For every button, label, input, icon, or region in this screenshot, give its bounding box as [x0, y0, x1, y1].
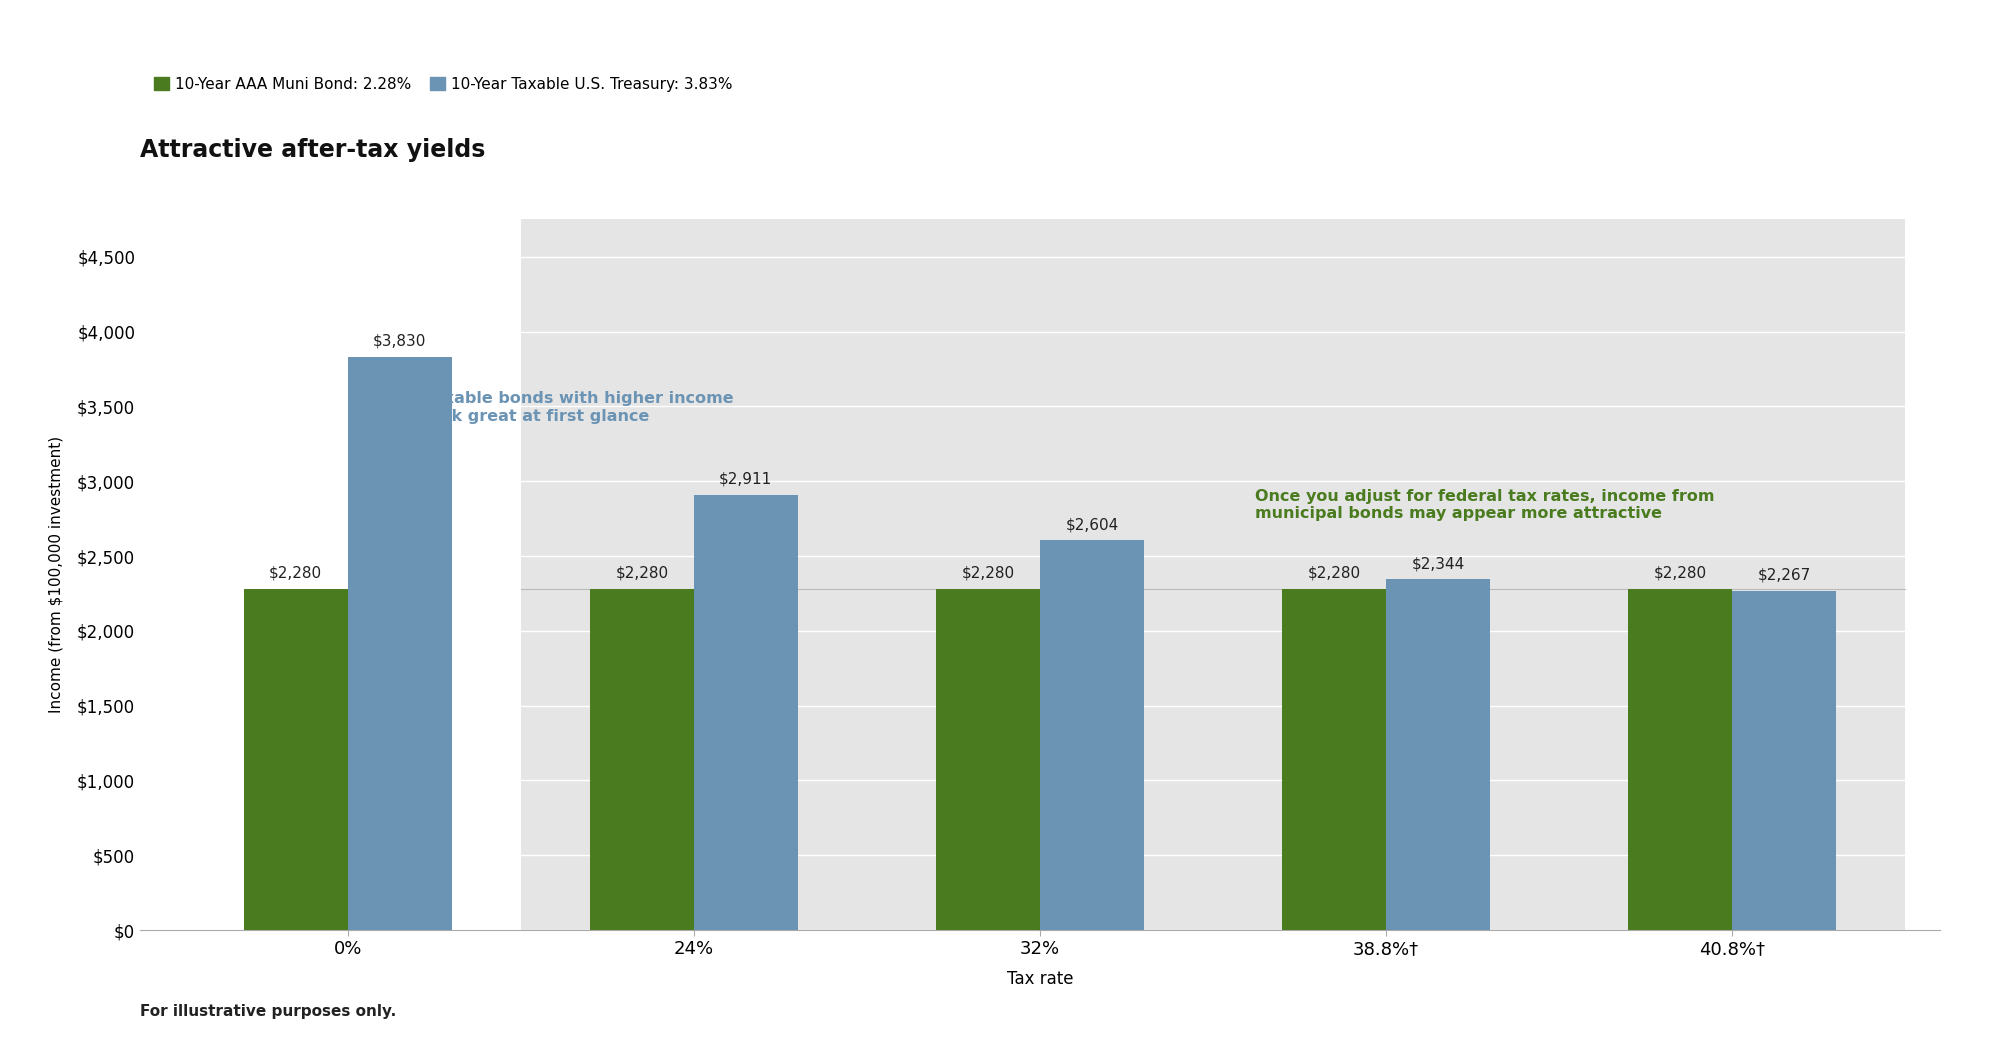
Text: For illustrative purposes only.: For illustrative purposes only. [140, 1004, 396, 1019]
Bar [1628, 589, 1732, 930]
Text: $2,280: $2,280 [270, 565, 322, 581]
Bar [1040, 540, 1144, 930]
Bar [936, 589, 1040, 930]
Bar [694, 494, 798, 930]
Text: Attractive after-tax yields: Attractive after-tax yields [140, 138, 486, 162]
Bar [1732, 590, 1836, 930]
X-axis label: Tax rate: Tax rate [1006, 970, 1074, 988]
FancyBboxPatch shape [520, 219, 1906, 930]
Text: $2,280: $2,280 [616, 565, 668, 581]
Text: $2,267: $2,267 [1758, 567, 1810, 583]
Bar [244, 589, 348, 930]
Text: $2,604: $2,604 [1066, 517, 1118, 532]
Text: $2,280: $2,280 [1308, 565, 1360, 581]
Text: Taxable bonds with higher income
look great at first glance: Taxable bonds with higher income look gr… [424, 392, 734, 424]
Text: $2,911: $2,911 [720, 471, 772, 486]
Bar [590, 589, 694, 930]
Text: $2,344: $2,344 [1412, 556, 1464, 572]
Bar [1282, 589, 1386, 930]
Text: Once you adjust for federal tax rates, income from
municipal bonds may appear mo: Once you adjust for federal tax rates, i… [1254, 489, 1714, 521]
Bar [348, 357, 452, 930]
Legend: 10-Year AAA Muni Bond: 2.28%, 10-Year Taxable U.S. Treasury: 3.83%: 10-Year AAA Muni Bond: 2.28%, 10-Year Ta… [148, 71, 738, 98]
Text: $2,280: $2,280 [1654, 565, 1706, 581]
Bar [1386, 579, 1490, 930]
Y-axis label: Income (from $100,000 investment): Income (from $100,000 investment) [48, 436, 64, 714]
Text: $3,830: $3,830 [372, 333, 426, 349]
Text: $2,280: $2,280 [962, 565, 1014, 581]
